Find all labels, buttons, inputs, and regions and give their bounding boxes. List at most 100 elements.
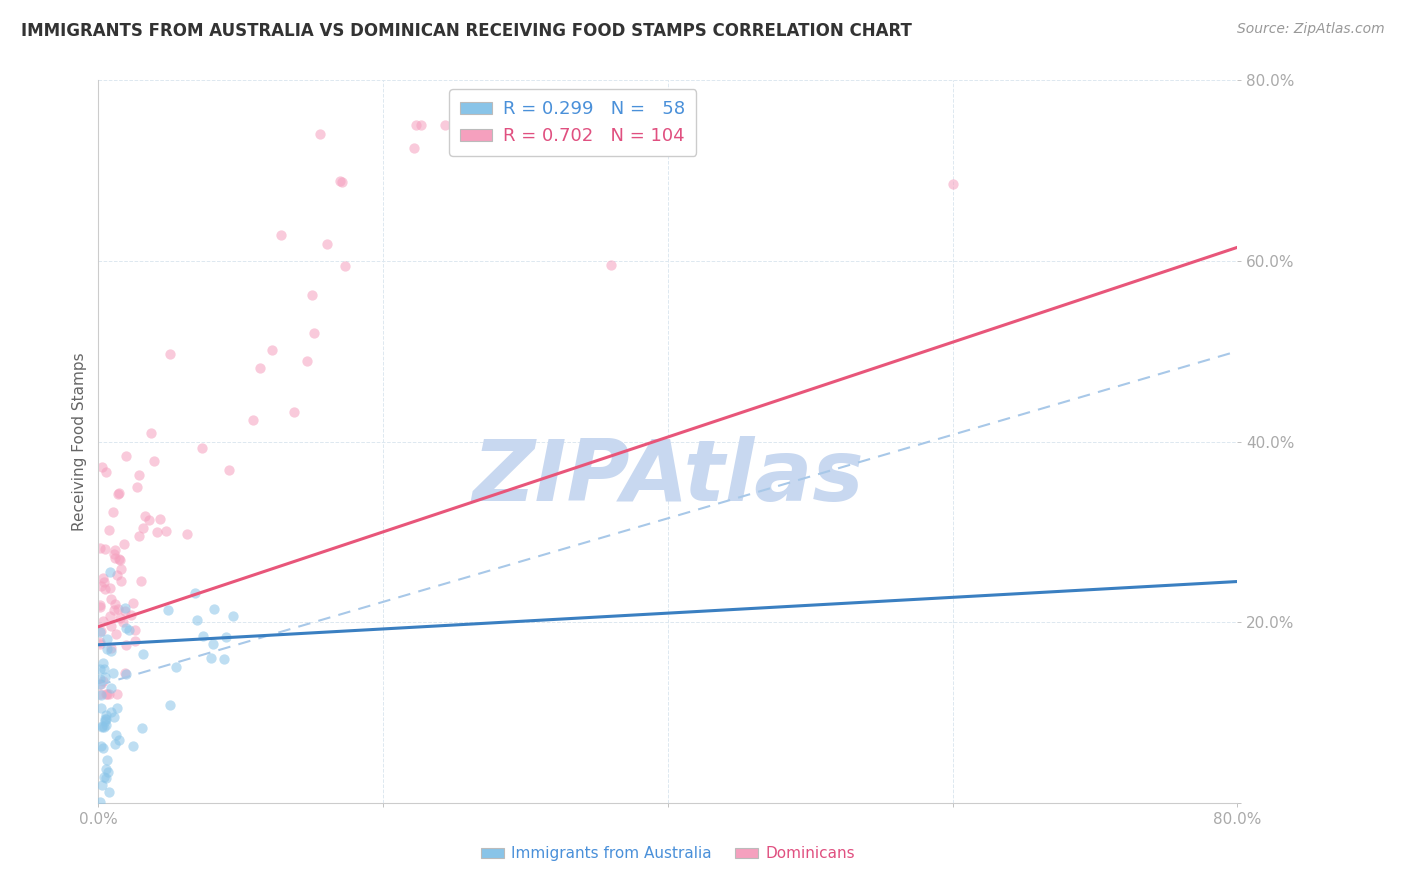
Point — [98, 608, 121, 623]
Point — [149, 511, 172, 525]
Point — [110, 574, 132, 588]
Point — [89, 625, 111, 640]
Point — [582, 119, 605, 133]
Point — [104, 551, 127, 566]
Point — [212, 652, 235, 666]
Legend: R = 0.299   N =   58, R = 0.702   N = 104: R = 0.299 N = 58, R = 0.702 N = 104 — [449, 89, 696, 156]
Point — [100, 643, 122, 657]
Point — [122, 596, 145, 610]
Point — [120, 608, 142, 623]
Point — [91, 571, 114, 585]
Point — [96, 687, 118, 701]
Point — [108, 611, 131, 625]
Point — [97, 765, 120, 780]
Point — [108, 551, 131, 566]
Point — [101, 665, 124, 680]
Point — [202, 601, 225, 615]
Point — [600, 259, 623, 273]
Point — [105, 701, 128, 715]
Point — [89, 795, 111, 809]
Point — [159, 347, 181, 361]
Point — [91, 720, 114, 734]
Point — [94, 707, 117, 722]
Point — [89, 598, 111, 612]
Point — [91, 778, 114, 792]
Point — [309, 127, 332, 141]
Point — [316, 237, 339, 252]
Point — [301, 288, 323, 302]
Point — [159, 698, 181, 713]
Point — [101, 505, 124, 519]
Point — [93, 720, 115, 734]
Point — [91, 460, 114, 475]
Point — [91, 740, 114, 755]
Point — [114, 604, 136, 618]
Point — [132, 647, 155, 661]
Point — [93, 662, 115, 676]
Point — [94, 582, 117, 597]
Point — [89, 635, 111, 649]
Point — [555, 119, 578, 133]
Point — [114, 600, 136, 615]
Point — [110, 552, 132, 566]
Point — [108, 486, 131, 500]
Point — [100, 641, 122, 656]
Point — [98, 581, 121, 595]
Point — [89, 637, 111, 651]
Point — [176, 526, 198, 541]
Point — [143, 453, 166, 467]
Point — [183, 586, 205, 600]
Point — [104, 597, 127, 611]
Point — [616, 119, 638, 133]
Point — [609, 119, 631, 133]
Point — [94, 712, 117, 726]
Point — [270, 227, 292, 242]
Point — [628, 132, 651, 146]
Point — [90, 579, 112, 593]
Point — [283, 404, 305, 418]
Point — [94, 542, 117, 557]
Point — [335, 259, 357, 273]
Point — [96, 753, 118, 767]
Point — [103, 710, 125, 724]
Point — [94, 712, 117, 726]
Point — [409, 119, 432, 133]
Point — [557, 119, 579, 133]
Point — [97, 785, 120, 799]
Text: Source: ZipAtlas.com: Source: ZipAtlas.com — [1237, 22, 1385, 37]
Point — [115, 450, 138, 464]
Point — [202, 637, 225, 651]
Point — [131, 721, 153, 735]
Point — [104, 737, 127, 751]
Point — [100, 592, 122, 607]
Point — [124, 623, 146, 637]
Point — [94, 714, 117, 729]
Point — [103, 602, 125, 616]
Point — [547, 119, 569, 133]
Point — [329, 174, 352, 188]
Point — [214, 630, 236, 644]
Point — [139, 426, 162, 441]
Point — [112, 615, 135, 629]
Point — [96, 642, 118, 657]
Point — [121, 739, 143, 754]
Point — [616, 119, 638, 133]
Point — [90, 700, 112, 714]
Point — [114, 666, 136, 681]
Y-axis label: Receiving Food Stamps: Receiving Food Stamps — [72, 352, 87, 531]
Point — [105, 687, 128, 701]
Point — [132, 521, 155, 535]
Point — [138, 513, 160, 527]
Point — [124, 633, 146, 648]
Point — [128, 529, 150, 543]
Point — [96, 466, 118, 480]
Point — [98, 566, 121, 580]
Point — [156, 603, 179, 617]
Point — [249, 361, 271, 376]
Point — [405, 119, 427, 133]
Point — [93, 656, 115, 670]
Point — [103, 547, 125, 561]
Point — [100, 681, 122, 695]
Point — [91, 674, 114, 689]
Point — [89, 687, 111, 701]
